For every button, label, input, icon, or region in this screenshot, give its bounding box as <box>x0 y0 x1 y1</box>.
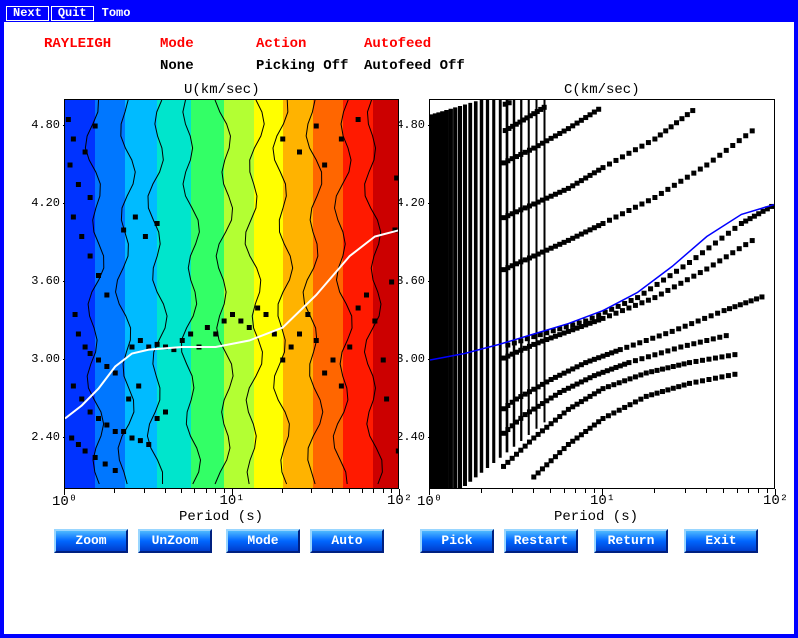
ytick-label: 3.00 <box>30 352 60 366</box>
ytick-label: 4.80 <box>395 118 425 132</box>
ytick-label: 2.40 <box>30 430 60 444</box>
right-plot-title: C(km/sec) <box>564 82 640 98</box>
xtick-label: 10⁰ <box>52 493 77 510</box>
xtick-label: 10² <box>387 493 412 509</box>
right-xlabel: Period (s) <box>554 509 638 525</box>
auto-button[interactable]: Auto <box>310 529 384 553</box>
xtick-label: 10⁰ <box>417 493 442 510</box>
mode-value: None <box>160 58 194 74</box>
title-bar: Next Quit Tomo <box>4 4 794 22</box>
mode-button[interactable]: Mode <box>226 529 300 553</box>
exit-button[interactable]: Exit <box>684 529 758 553</box>
zoom-button[interactable]: Zoom <box>54 529 128 553</box>
ytick-label: 3.60 <box>30 274 60 288</box>
xtick-label: 10¹ <box>220 493 245 509</box>
ytick-label: 2.40 <box>395 430 425 444</box>
autofeed-label: Autofeed <box>364 36 431 52</box>
action-value: Picking Off <box>256 58 348 74</box>
left-xlabel: Period (s) <box>179 509 263 525</box>
ytick-label: 4.80 <box>30 118 60 132</box>
restart-button[interactable]: Restart <box>504 529 578 553</box>
return-button[interactable]: Return <box>594 529 668 553</box>
toolbar: Zoom UnZoom Mode Auto Pick Restart Retur… <box>4 529 794 559</box>
ytick-label: 3.60 <box>395 274 425 288</box>
unzoom-button[interactable]: UnZoom <box>138 529 212 553</box>
group-velocity-plot[interactable] <box>64 99 399 489</box>
ytick-label: 3.00 <box>395 352 425 366</box>
quit-button[interactable]: Quit <box>51 6 94 21</box>
next-button[interactable]: Next <box>6 6 49 21</box>
action-label: Action <box>256 36 306 52</box>
xtick-label: 10¹ <box>590 493 615 509</box>
main-window: Next Quit Tomo RAYLEIGH Mode Action Auto… <box>0 0 798 638</box>
autofeed-value: Autofeed Off <box>364 58 465 74</box>
mode-label: Mode <box>160 36 194 52</box>
left-plot-title: U(km/sec) <box>184 82 260 98</box>
phase-velocity-plot[interactable] <box>429 99 775 489</box>
xtick-label: 10² <box>763 493 788 509</box>
type-label: RAYLEIGH <box>44 36 111 52</box>
ytick-label: 4.20 <box>30 196 60 210</box>
app-title: Tomo <box>96 6 131 20</box>
pick-button[interactable]: Pick <box>420 529 494 553</box>
ytick-label: 4.20 <box>395 196 425 210</box>
